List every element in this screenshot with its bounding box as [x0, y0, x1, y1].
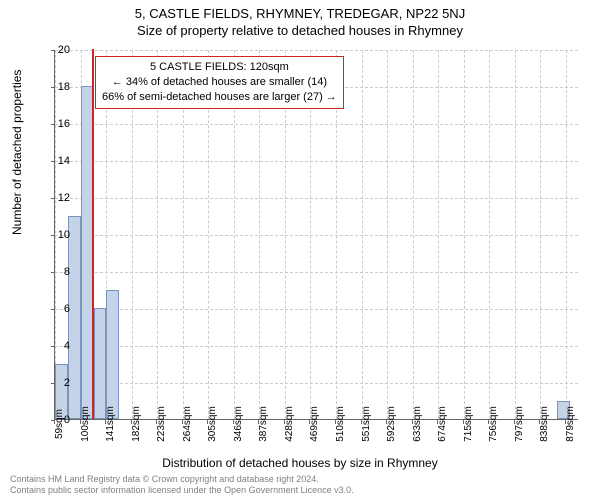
xtick-label: 305sqm — [207, 406, 218, 442]
gridline-h — [55, 272, 578, 273]
gridline-v — [540, 50, 541, 419]
xtick-label: 100sqm — [80, 406, 91, 442]
ytick-label: 14 — [40, 155, 70, 167]
xtick-label: 879sqm — [565, 406, 576, 442]
xtick-label: 838sqm — [539, 406, 550, 442]
annotation-box: 5 CASTLE FIELDS: 120sqm ← 34% of detache… — [95, 56, 344, 109]
annotation-line1: 5 CASTLE FIELDS: 120sqm — [102, 60, 337, 75]
xtick-label: 592sqm — [386, 406, 397, 442]
gridline-v — [413, 50, 414, 419]
ytick-label: 4 — [40, 340, 70, 352]
xtick-label: 797sqm — [514, 406, 525, 442]
ytick-label: 10 — [40, 229, 70, 241]
annotation-line2: ← 34% of detached houses are smaller (14… — [102, 75, 337, 90]
xtick-label: 264sqm — [182, 406, 193, 442]
gridline-h — [55, 198, 578, 199]
chart-container: 5, CASTLE FIELDS, RHYMNEY, TREDEGAR, NP2… — [0, 0, 600, 500]
ytick-label: 18 — [40, 81, 70, 93]
xtick-label: 182sqm — [131, 406, 142, 442]
histogram-bar — [106, 290, 118, 420]
ytick-label: 16 — [40, 118, 70, 130]
property-marker-line — [92, 49, 94, 419]
gridline-v — [387, 50, 388, 419]
gridline-v — [438, 50, 439, 419]
title-sub: Size of property relative to detached ho… — [0, 21, 600, 38]
gridline-v — [566, 50, 567, 419]
xtick-label: 141sqm — [105, 406, 116, 442]
ytick-label: 8 — [40, 266, 70, 278]
xtick-label: 715sqm — [463, 406, 474, 442]
footer-line2: Contains public sector information licen… — [10, 485, 354, 496]
xtick-label: 346sqm — [233, 406, 244, 442]
gridline-v — [489, 50, 490, 419]
annotation-line3: 66% of semi-detached houses are larger (… — [102, 90, 337, 105]
gridline-h — [55, 383, 578, 384]
gridline-h — [55, 346, 578, 347]
ytick-label: 0 — [40, 414, 70, 426]
gridline-h — [55, 50, 578, 51]
xtick-label: 223sqm — [156, 406, 167, 442]
footer-attribution: Contains HM Land Registry data © Crown c… — [10, 474, 354, 496]
histogram-bar — [94, 308, 106, 419]
gridline-h — [55, 235, 578, 236]
ytick-label: 12 — [40, 192, 70, 204]
gridline-h — [55, 309, 578, 310]
ytick-label: 2 — [40, 377, 70, 389]
x-axis-label: Distribution of detached houses by size … — [0, 456, 600, 470]
xtick-label: 469sqm — [309, 406, 320, 442]
footer-line1: Contains HM Land Registry data © Crown c… — [10, 474, 354, 485]
title-main: 5, CASTLE FIELDS, RHYMNEY, TREDEGAR, NP2… — [0, 0, 600, 21]
y-axis-label: Number of detached properties — [10, 70, 24, 235]
xtick-label: 387sqm — [258, 406, 269, 442]
gridline-h — [55, 124, 578, 125]
ytick-label: 20 — [40, 44, 70, 56]
gridline-h — [55, 161, 578, 162]
ytick-label: 6 — [40, 303, 70, 315]
xtick-label: 551sqm — [361, 406, 372, 442]
gridline-v — [515, 50, 516, 419]
xtick-label: 428sqm — [284, 406, 295, 442]
xtick-label: 633sqm — [412, 406, 423, 442]
xtick-label: 674sqm — [437, 406, 448, 442]
gridline-v — [362, 50, 363, 419]
xtick-label: 510sqm — [335, 406, 346, 442]
gridline-v — [464, 50, 465, 419]
xtick-label: 756sqm — [488, 406, 499, 442]
